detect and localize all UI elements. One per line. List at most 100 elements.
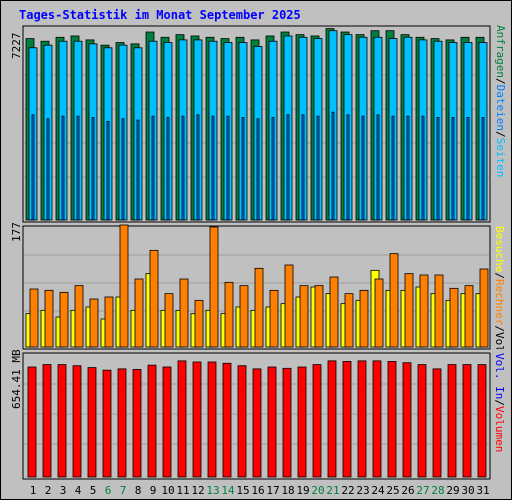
bar-volumen (387, 361, 397, 478)
bar-rechner (314, 285, 324, 348)
bar-rechner (269, 289, 279, 348)
panel-1-bars (24, 28, 489, 221)
bar-rechner (29, 288, 39, 348)
bar-seiten (196, 114, 200, 221)
bar-rechner (44, 289, 54, 348)
legend-dateien: Dateien (494, 84, 507, 131)
day-label: 31 (476, 484, 489, 497)
day-label: 5 (90, 484, 97, 497)
panel-1-legend: Anfragen/Dateien/Seiten (493, 25, 511, 221)
bar-volumen (207, 361, 217, 478)
bar-seiten (121, 118, 125, 221)
day-label: 3 (60, 484, 67, 497)
panel-2-max-label: 177 (10, 222, 23, 242)
bar-volumen (132, 369, 142, 478)
bar-rechner (164, 293, 174, 348)
day-label: 20 (311, 484, 324, 497)
bar-volumen (72, 365, 82, 478)
day-label: 24 (371, 484, 385, 497)
bar-rechner (344, 293, 354, 348)
chart-title: Tages-Statistik im Monat September 2025 (19, 8, 301, 22)
day-label: 15 (236, 484, 249, 497)
day-label: 28 (431, 484, 444, 497)
bar-seiten (361, 115, 365, 221)
legend-anfragen: Anfragen (494, 25, 507, 78)
day-label: 10 (161, 484, 174, 497)
bar-rechner (89, 298, 99, 348)
legend-sep: / (493, 399, 506, 406)
bar-seiten (301, 114, 305, 221)
bar-seiten (436, 117, 440, 221)
bar-rechner (179, 278, 189, 348)
bar-rechner (209, 226, 219, 348)
bar-seiten (106, 121, 110, 221)
day-label: 19 (296, 484, 309, 497)
day-label: 12 (191, 484, 204, 497)
bar-rechner (224, 281, 234, 348)
day-labels: 1 2 3 4 5 6 7 8 9 10 11 12 13 14 15 16 17 18 19 20 21 22 23 24 2… (30, 484, 490, 497)
panel-2-bars (24, 224, 489, 348)
bar-seiten (271, 117, 275, 221)
bar-volumen (372, 360, 382, 478)
day-label: 27 (416, 484, 429, 497)
bar-seiten (136, 119, 140, 221)
panel-3-max-label: 654.41 MB (10, 349, 23, 409)
bar-seiten (166, 117, 170, 221)
bar-rechner (404, 273, 414, 348)
day-label: 30 (461, 484, 474, 497)
bar-volumen (342, 361, 352, 478)
bar-volumen (117, 368, 127, 478)
bar-rechner (134, 278, 144, 348)
bar-volumen (222, 362, 232, 478)
bar-volumen (102, 369, 112, 478)
bar-volumen (192, 361, 202, 478)
bar-volumen (312, 364, 322, 478)
bar-seiten (181, 115, 185, 221)
bar-rechner (434, 274, 444, 348)
bar-seiten (481, 117, 485, 221)
bar-seiten (226, 115, 230, 221)
bar-volumen (252, 368, 262, 478)
day-label: 16 (251, 484, 264, 497)
bar-seiten (256, 118, 260, 221)
legend-vol-out: Vol. Out (493, 332, 506, 349)
day-label: 7 (120, 484, 127, 497)
bar-volumen (357, 360, 367, 478)
bar-seiten (91, 117, 95, 221)
bar-seiten (346, 114, 350, 221)
day-label: 8 (135, 484, 142, 497)
day-label: 2 (45, 484, 52, 497)
bar-volumen (402, 362, 412, 478)
bar-volumen (42, 364, 52, 478)
legend-rechner: Rechner (493, 278, 506, 326)
day-label: 11 (176, 484, 189, 497)
bar-seiten (391, 115, 395, 221)
bar-rechner (194, 299, 204, 348)
bar-volumen (297, 366, 307, 478)
legend-volumen: Volumen (493, 405, 506, 453)
bar-volumen (477, 364, 487, 478)
bar-volumen (162, 366, 172, 478)
bar-rechner (419, 274, 429, 348)
legend-sep: / (493, 325, 506, 332)
day-label: 1 (30, 484, 37, 497)
bar-seiten (211, 115, 215, 221)
day-label: 4 (75, 484, 82, 497)
bar-volumen (27, 366, 37, 478)
panel-2-legend: Besuche/Rechner/Vol. Out (492, 226, 510, 349)
bar-rechner (239, 285, 249, 348)
bar-volumen (282, 367, 292, 478)
bar-seiten (76, 115, 80, 221)
legend-sep: / (494, 77, 507, 85)
bar-seiten (421, 115, 425, 221)
legend-vol-in: Vol. In (493, 353, 506, 400)
bar-volumen (267, 366, 277, 478)
bar-volumen (462, 364, 472, 478)
bar-rechner (119, 224, 129, 348)
bar-volumen (327, 360, 337, 478)
bar-seiten (406, 115, 410, 221)
bar-seiten (376, 114, 380, 221)
bar-volumen (177, 360, 187, 478)
